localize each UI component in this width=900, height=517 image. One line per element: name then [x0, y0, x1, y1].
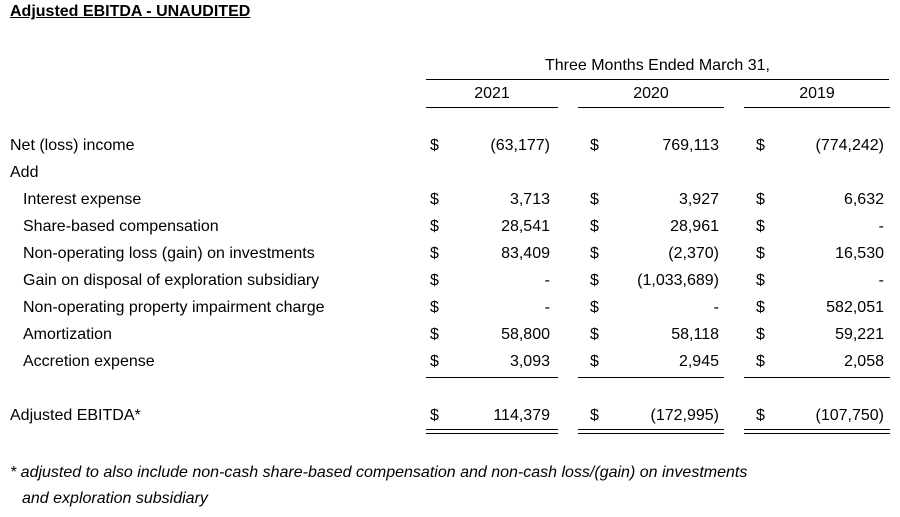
table-row-net-income: Net (loss) income $ (63,177) $ 769,113 $…	[0, 137, 900, 163]
value-2019: (774,242)	[815, 137, 885, 154]
currency-symbol: $	[756, 407, 765, 424]
subtotal-rule	[578, 377, 724, 378]
value-2020: 2,945	[678, 353, 719, 370]
currency-symbol: $	[756, 326, 765, 343]
value-2020: (1,033,689)	[637, 272, 719, 289]
table-row-non-operating-loss: Non-operating loss (gain) on investments…	[0, 245, 900, 271]
total-2021: 114,379	[493, 407, 550, 424]
value-2019: -	[878, 272, 884, 289]
year-header-2021: 2021	[426, 85, 558, 108]
currency-symbol: $	[590, 272, 599, 289]
subtotal-rule	[744, 377, 890, 378]
row-label: Non-operating property impairment charge	[23, 299, 325, 316]
currency-symbol: $	[430, 137, 439, 154]
row-label: Non-operating loss (gain) on investments	[23, 245, 315, 262]
value-2019: 16,530	[835, 245, 884, 262]
year-header-2020: 2020	[578, 85, 724, 108]
value-2021: 28,541	[501, 218, 550, 235]
currency-symbol: $	[756, 299, 765, 316]
total-double-rule	[426, 429, 558, 434]
value-2019: 582,051	[826, 299, 884, 316]
value-2021: (63,177)	[490, 137, 550, 154]
table-row-total: Adjusted EBITDA* $ 114,379 $ (172,995) $…	[0, 407, 900, 433]
row-label: Accretion expense	[23, 353, 155, 370]
page-title: Adjusted EBITDA - UNAUDITED	[10, 3, 251, 20]
value-2020: 58,118	[671, 326, 719, 343]
currency-symbol: $	[590, 218, 599, 235]
currency-symbol: $	[430, 353, 439, 370]
total-2019: (107,750)	[815, 407, 885, 424]
value-2020: 28,961	[670, 218, 719, 235]
value-2019: -	[878, 218, 884, 235]
table-row-share-based-compensation: Share-based compensation $ 28,541 $ 28,9…	[0, 218, 900, 244]
value-2020: 769,113	[662, 137, 719, 154]
currency-symbol: $	[430, 245, 439, 262]
currency-symbol: $	[590, 299, 599, 316]
table-row-accretion-expense: Accretion expense $ 3,093 $ 2,945 $ 2,05…	[0, 353, 900, 379]
year-header-2019: 2019	[744, 85, 890, 108]
table-row-add: Add	[0, 164, 900, 190]
total-double-rule	[578, 429, 724, 434]
value-2020: (2,370)	[668, 245, 719, 262]
value-2019: 2,058	[843, 353, 884, 370]
table-row-impairment-charge: Non-operating property impairment charge…	[0, 299, 900, 325]
currency-symbol: $	[430, 407, 439, 424]
total-double-rule	[744, 429, 890, 434]
currency-symbol: $	[590, 245, 599, 262]
period-header: Three Months Ended March 31,	[426, 57, 889, 80]
row-label: Add	[10, 164, 39, 181]
table-row-amortization: Amortization $ 58,800 $ 58,118 $ 59,221	[0, 326, 900, 352]
value-2021: -	[544, 272, 550, 289]
currency-symbol: $	[756, 218, 765, 235]
currency-symbol: $	[756, 137, 765, 154]
value-2021: 83,409	[501, 245, 550, 262]
currency-symbol: $	[756, 191, 765, 208]
value-2019: 59,221	[835, 326, 884, 343]
currency-symbol: $	[430, 326, 439, 343]
table-row-interest-expense: Interest expense $ 3,713 $ 3,927 $ 6,632	[0, 191, 900, 217]
currency-symbol: $	[590, 326, 599, 343]
currency-symbol: $	[430, 272, 439, 289]
footnote-line-2: and exploration subsidiary	[22, 490, 208, 507]
currency-symbol: $	[756, 353, 765, 370]
currency-symbol: $	[756, 272, 765, 289]
value-2021: 3,713	[509, 191, 550, 208]
currency-symbol: $	[756, 245, 765, 262]
currency-symbol: $	[430, 191, 439, 208]
currency-symbol: $	[430, 218, 439, 235]
currency-symbol: $	[430, 299, 439, 316]
currency-symbol: $	[590, 353, 599, 370]
row-label: Net (loss) income	[10, 137, 135, 154]
value-2020: -	[713, 299, 719, 316]
currency-symbol: $	[590, 407, 599, 424]
subtotal-rule	[426, 377, 558, 378]
total-label: Adjusted EBITDA*	[10, 407, 141, 424]
table-row-gain-on-disposal: Gain on disposal of exploration subsidia…	[0, 272, 900, 298]
currency-symbol: $	[590, 137, 599, 154]
row-label: Amortization	[23, 326, 112, 343]
row-label: Gain on disposal of exploration subsidia…	[23, 272, 320, 289]
value-2021: 58,800	[501, 326, 550, 343]
row-label: Share-based compensation	[23, 218, 219, 235]
value-2021: -	[544, 299, 550, 316]
value-2020: 3,927	[678, 191, 719, 208]
row-label: Interest expense	[23, 191, 142, 208]
value-2019: 6,632	[843, 191, 884, 208]
currency-symbol: $	[590, 191, 599, 208]
value-2021: 3,093	[509, 353, 550, 370]
footnote: * adjusted to also include non-cash shar…	[10, 460, 880, 512]
footnote-line-1: * adjusted to also include non-cash shar…	[10, 464, 748, 481]
total-2020: (172,995)	[650, 407, 720, 424]
